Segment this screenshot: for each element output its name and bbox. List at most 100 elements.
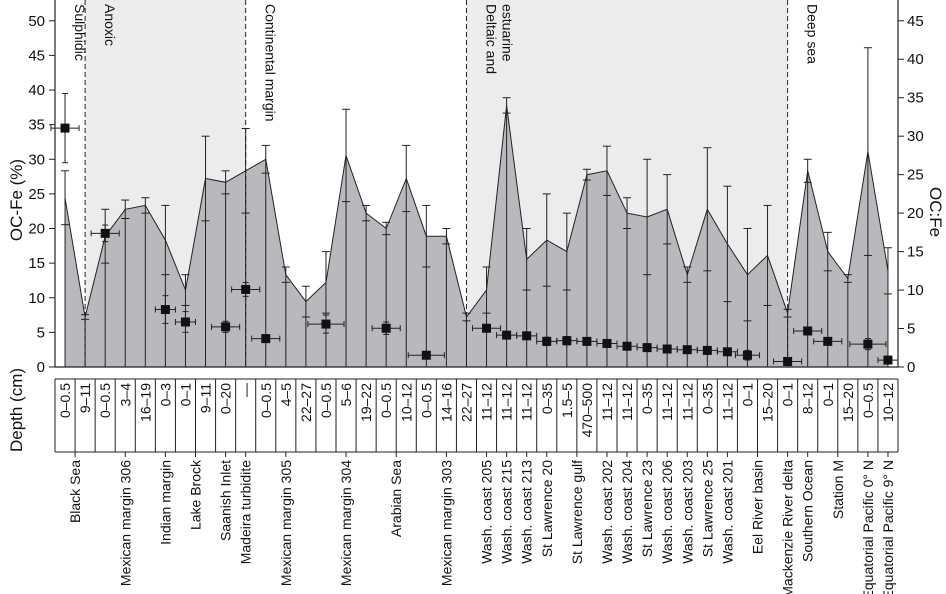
depth-label: 0–0.5 bbox=[97, 383, 113, 418]
oc-fe-percent-point bbox=[502, 330, 512, 340]
depth-label: 0–0.5 bbox=[57, 383, 73, 418]
depth-label: 0–1 bbox=[820, 383, 836, 407]
depth-label: 0–0.5 bbox=[418, 383, 434, 418]
oc-fe-percent-point bbox=[381, 323, 391, 333]
site-label: Mexican margin 305 bbox=[278, 460, 294, 586]
depth-label: 4–5 bbox=[278, 383, 294, 407]
site-label: Wash. coast 201 bbox=[719, 460, 735, 564]
depth-label: 11–12 bbox=[719, 383, 735, 421]
oc-fe-percent-point bbox=[883, 355, 893, 365]
y-left-tick-label: 50 bbox=[28, 13, 45, 30]
y-left-tick-label: 40 bbox=[28, 82, 45, 99]
oc-fe-percent-point bbox=[180, 317, 190, 327]
oc-fe-percent-point-layer bbox=[50, 92, 899, 366]
depth-label: 11–12 bbox=[599, 383, 615, 421]
depth-label: 11–12 bbox=[499, 383, 515, 421]
depth-label: 470–500 bbox=[579, 383, 595, 438]
oc-fe-percent-point bbox=[321, 319, 331, 329]
depth-label: 16–19 bbox=[137, 383, 153, 422]
site-label: Wash. coast 203 bbox=[679, 460, 695, 564]
depth-label: 10–12 bbox=[880, 383, 896, 422]
depth-label: 10–12 bbox=[398, 383, 414, 422]
y-axis-right-label: OC:Fe bbox=[926, 187, 945, 237]
oc-fe-percent-point bbox=[682, 345, 692, 355]
region-label: Deltaic and bbox=[484, 4, 500, 74]
oc-fe-percent-point bbox=[562, 336, 572, 346]
depth-label: 0–0.5 bbox=[258, 383, 274, 418]
oc-fe-percent-point bbox=[241, 284, 251, 294]
oc-fe-percent-point bbox=[482, 323, 492, 333]
oc-fe-percent-point bbox=[622, 341, 632, 351]
depth-label: 0–35 bbox=[539, 383, 555, 414]
site-label: Madeira turbidite bbox=[238, 460, 254, 564]
oc-fe-percent-point bbox=[742, 350, 752, 360]
depth-label: 9–11 bbox=[198, 383, 214, 413]
depth-label: 15–20 bbox=[760, 383, 776, 422]
depth-label: 0–35 bbox=[699, 383, 715, 414]
site-label: Southern Ocean bbox=[800, 460, 816, 562]
site-label: Mexican margin 306 bbox=[117, 460, 133, 586]
depth-label: 0–0.5 bbox=[318, 383, 334, 418]
oc-fe-percent-point bbox=[863, 339, 873, 349]
site-label: Wash. coast 215 bbox=[499, 460, 515, 564]
y-right-tick-label: 0 bbox=[907, 359, 915, 376]
site-label: Eel River basin bbox=[750, 460, 766, 554]
y-left-tick-label: 45 bbox=[28, 47, 45, 64]
y-axis-left-label: OC-Fe (%) bbox=[7, 159, 26, 241]
oc-fe-percent-point bbox=[160, 305, 170, 315]
depth-row-layer: 0–0.5 9–11 0–0.5 3–4 16–19 0–3 0–1 9–11 0–20—0–0… bbox=[54, 378, 899, 453]
y-left-tick-label: 10 bbox=[28, 290, 45, 307]
site-label: Wash. coast 204 bbox=[619, 460, 635, 564]
oc-fe-ratio-errorbar-layer bbox=[61, 47, 892, 367]
y-left-tick-label: 30 bbox=[28, 151, 45, 168]
site-label: Station M bbox=[830, 460, 846, 519]
oc-fe-percent-point bbox=[722, 347, 732, 357]
region-label: Anoxic bbox=[102, 4, 118, 46]
site-label: Equatorial Pacific 0° N bbox=[860, 460, 876, 594]
depth-label: 0–0.5 bbox=[378, 383, 394, 418]
site-label: Wash. coast 202 bbox=[599, 460, 615, 564]
y-right-tick-label: 25 bbox=[907, 167, 924, 184]
oc-fe-percent-point bbox=[221, 322, 231, 332]
region-label: Continental margin bbox=[263, 4, 279, 122]
y-right-tick-label: 35 bbox=[907, 90, 924, 107]
site-label: St Lawrence 25 bbox=[699, 460, 715, 557]
site-label: Wash. coast 205 bbox=[479, 460, 495, 564]
site-label: Equatorial Pacific 9° N bbox=[880, 460, 896, 594]
oc-fe-ratio-line bbox=[64, 105, 889, 319]
y-right-tick-label: 45 bbox=[907, 13, 924, 30]
depth-label: 19–22 bbox=[358, 383, 374, 422]
depth-label: — bbox=[238, 383, 254, 397]
y-right-tick-label: 15 bbox=[907, 244, 924, 261]
oc-fe-percent-point bbox=[803, 326, 813, 336]
depth-label: 11–12 bbox=[659, 383, 675, 421]
depth-label: 0–0.5 bbox=[860, 383, 876, 418]
site-label: St Lawrence gulf bbox=[569, 460, 585, 564]
depth-label: 0–3 bbox=[157, 383, 173, 407]
oc-fe-ratio-area bbox=[65, 105, 888, 368]
oc-fe-percent-point bbox=[662, 344, 672, 354]
depth-label: 11–12 bbox=[479, 383, 495, 421]
depth-label: 3–4 bbox=[117, 383, 133, 407]
oc-fe-percent-point bbox=[783, 356, 793, 366]
oc-fe-percent-point bbox=[582, 336, 592, 346]
depth-label: 1.5–5 bbox=[559, 383, 575, 418]
region-label: Sulphidic bbox=[72, 4, 88, 61]
site-label: Black Sea bbox=[67, 460, 83, 523]
depth-label: 11–12 bbox=[619, 383, 635, 421]
oc-fe-percent-point bbox=[823, 336, 833, 346]
oc-fe-percent-point bbox=[421, 350, 431, 360]
oc-fe-ratio-area-layer bbox=[64, 105, 889, 368]
region-label-layer: Sulphidic Anoxic Continental margin Deltaic… bbox=[72, 4, 821, 122]
depth-label: 15–20 bbox=[840, 383, 856, 422]
oc-fe-percent-point bbox=[642, 343, 652, 353]
depth-label: 5–6 bbox=[338, 383, 354, 407]
site-label: St Lawrence 20 bbox=[539, 460, 555, 557]
site-label: Saanish Inlet bbox=[218, 460, 234, 541]
depth-label: 22–27 bbox=[459, 383, 475, 422]
y-left-tick-label: 25 bbox=[28, 186, 45, 203]
depth-label: 11–12 bbox=[519, 383, 535, 421]
depth-label: 22–27 bbox=[298, 383, 314, 422]
y-left-tick-label: 5 bbox=[37, 324, 45, 341]
site-label: Wash. coast 206 bbox=[659, 460, 675, 564]
